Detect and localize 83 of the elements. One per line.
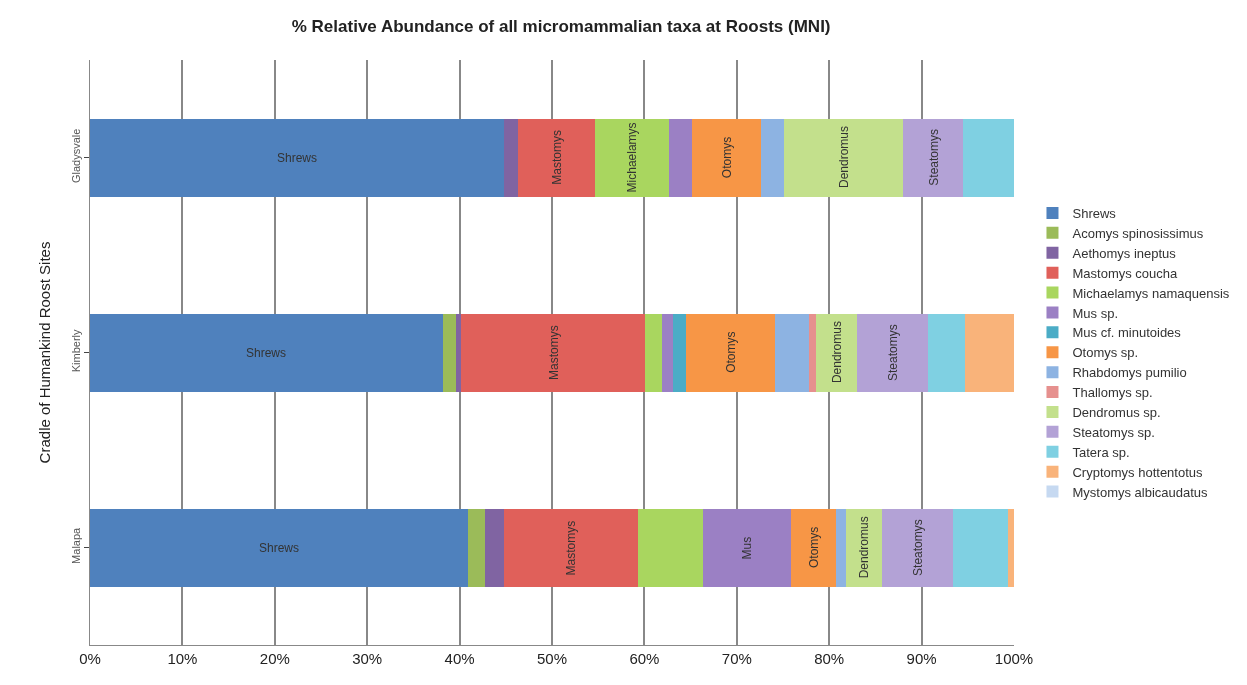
legend-label: Mystomys albicaudatus <box>1072 484 1209 500</box>
data-label: Otomys <box>806 526 821 568</box>
x-tick-label: 100% <box>994 650 1034 667</box>
x-tick-label: 90% <box>906 650 937 667</box>
bar <box>637 508 703 587</box>
data-label: Otomys <box>720 136 735 179</box>
bar <box>963 118 1014 197</box>
x-tick-label: 20% <box>259 650 290 667</box>
x-tick-label: 80% <box>814 650 845 667</box>
x-tick-label: 0% <box>79 650 101 667</box>
legend-label: Shrews <box>1072 206 1117 222</box>
bar <box>645 313 662 392</box>
y-tick-label: Gladysvale <box>69 128 82 184</box>
bar <box>661 313 674 392</box>
bar <box>702 508 792 587</box>
legend-label: Aethomys ineptus <box>1072 245 1177 261</box>
legend-label: Cryptomys hottentotus <box>1072 464 1204 480</box>
bar <box>503 118 518 197</box>
bar <box>685 313 775 392</box>
legend-label: Dendromus sp. <box>1072 405 1161 421</box>
bar <box>673 313 686 392</box>
data-label: Mus <box>740 536 755 560</box>
bar <box>1008 508 1014 587</box>
chart-title: % Relative Abundance of all micromammalian taxa at Roosts (MNI) <box>291 17 831 37</box>
bar <box>808 313 817 392</box>
legend-label: Steatomys sp. <box>1072 424 1155 440</box>
bar <box>485 508 504 587</box>
data-label: Dendromus <box>830 321 845 384</box>
y-axis-title: Cradle of Humankind Roost Sites <box>35 241 53 464</box>
data-label: Shrews <box>277 151 318 165</box>
bar <box>90 118 504 197</box>
bar <box>774 313 809 392</box>
data-label: Dendromus <box>857 516 872 579</box>
bar <box>856 313 929 392</box>
legend-label: Rhabdomys pumilio <box>1072 365 1187 381</box>
bar <box>467 508 486 587</box>
bar <box>816 313 857 392</box>
legend-label: Michaelamys namaquensis <box>1072 285 1230 301</box>
bar <box>442 313 456 392</box>
bar <box>594 118 670 197</box>
data-label: Mastomys <box>564 520 579 576</box>
data-label: Steatomys <box>885 324 900 381</box>
x-tick-label: 60% <box>629 650 660 667</box>
bar <box>455 313 462 392</box>
data-label: Steatomys <box>910 519 925 576</box>
data-label: Dendromus <box>837 125 852 189</box>
bar <box>692 118 761 197</box>
y-tick-label: Kimberly <box>69 328 82 373</box>
x-tick-label: 40% <box>444 650 475 667</box>
legend-label: Acomys spinosissimus <box>1072 225 1204 241</box>
data-label: Michaelamys <box>625 122 640 193</box>
bar <box>881 508 954 587</box>
legend-label: Otomys sp. <box>1072 345 1139 361</box>
data-label: Otomys <box>723 331 738 373</box>
bar <box>90 508 468 587</box>
legend-label: Mastomys coucha <box>1072 265 1179 281</box>
data-label: Mastomys <box>546 325 561 380</box>
bar <box>461 313 646 392</box>
data-label: Mastomys <box>549 129 564 185</box>
bar <box>669 118 693 197</box>
legend-label: Mus cf. minutoides <box>1072 325 1182 341</box>
x-tick-label: 50% <box>536 650 568 667</box>
x-tick-label: 70% <box>721 650 752 667</box>
legend-label: Thallomys sp. <box>1072 385 1153 401</box>
x-tick-label: 30% <box>352 650 383 667</box>
bar <box>503 508 638 587</box>
bar <box>517 118 595 197</box>
bar <box>783 118 904 197</box>
bar <box>928 313 966 392</box>
x-tick-label: 10% <box>167 650 198 667</box>
data-label: Steatomys <box>926 128 941 186</box>
bar <box>791 508 836 587</box>
bar <box>965 313 1014 392</box>
y-tick-label: Malapa <box>69 526 82 564</box>
bar <box>90 313 443 392</box>
legend-label: Tatera sp. <box>1072 444 1130 460</box>
bar <box>835 508 846 587</box>
bar <box>953 508 1009 587</box>
legend-label: Mus sp. <box>1072 305 1118 321</box>
bar <box>903 118 964 197</box>
bar <box>760 118 784 197</box>
data-label: Shrews <box>259 541 300 555</box>
data-label: Shrews <box>246 346 287 360</box>
